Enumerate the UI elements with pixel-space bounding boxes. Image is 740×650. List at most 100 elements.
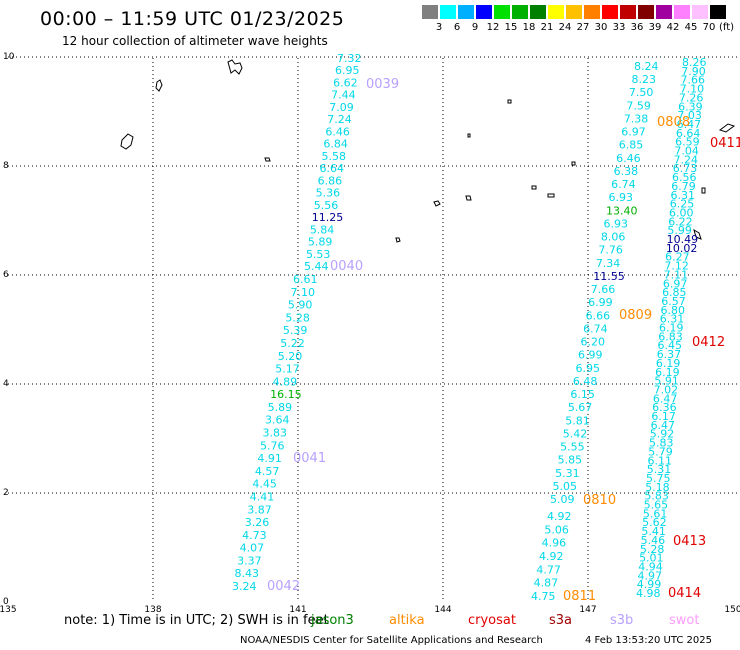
track-label: 0811 — [563, 589, 596, 604]
legend-swatch — [674, 5, 690, 19]
track-label: 0039 — [366, 77, 399, 92]
wave-value: 6.37 — [657, 348, 682, 361]
wave-value: 7.66 — [591, 283, 616, 296]
wave-value: 5.41 — [641, 525, 666, 538]
wave-value: 10.02 — [666, 242, 698, 255]
track-label: 0810 — [583, 493, 616, 508]
legend-label: 33 — [612, 22, 626, 33]
island-outline — [531, 185, 537, 190]
wave-value: 6.86 — [318, 174, 343, 187]
legend-label: 21 — [540, 22, 554, 33]
wave-value: 6.19 — [656, 357, 681, 370]
wave-value: 4.94 — [638, 560, 663, 573]
wave-value: 5.06 — [544, 523, 569, 536]
legend-swatch — [656, 5, 672, 19]
wave-value: 7.32 — [337, 52, 362, 65]
wave-value: 7.24 — [327, 113, 352, 126]
wave-value: 5.79 — [648, 445, 673, 458]
wave-value: 3.26 — [245, 516, 269, 529]
wave-value: 7.38 — [624, 112, 649, 125]
wave-value: 5.62 — [642, 516, 667, 529]
wave-value: 5.76 — [260, 439, 285, 452]
wave-value: 6.93 — [609, 191, 634, 204]
wave-value: 7.26 — [679, 91, 704, 104]
wave-value: 6.73 — [673, 162, 698, 175]
wave-value: 6.64 — [676, 127, 701, 140]
timestamp: 4 Feb 13:53:20 UTC 2025 — [585, 635, 712, 646]
legend-swatch — [494, 5, 510, 19]
wave-value: 4.87 — [534, 577, 559, 590]
legend-swatch — [512, 5, 528, 19]
wave-value: 5.85 — [558, 454, 583, 467]
wave-value: 4.41 — [250, 490, 275, 503]
legend-swatch — [440, 5, 456, 19]
wave-value: 6.83 — [658, 330, 683, 343]
wave-value: 11.55 — [593, 270, 625, 283]
wave-value: 5.28 — [285, 311, 310, 324]
track-label: 0411 — [710, 136, 740, 151]
x-tick-label: 144 — [434, 605, 451, 615]
wave-value: 7.34 — [596, 257, 621, 270]
legend-label: 12 — [486, 22, 500, 33]
track-label: 0809 — [619, 308, 652, 323]
mission-s3a: s3a — [549, 613, 573, 628]
wave-value: 7.02 — [654, 383, 679, 396]
wave-value: 6.84 — [323, 138, 348, 151]
wave-value: 5.83 — [644, 490, 669, 503]
wave-value: 5.53 — [306, 248, 331, 261]
wave-value: 3.64 — [265, 414, 290, 427]
x-tick-label: 135 — [0, 605, 17, 615]
wave-value: 6.48 — [573, 375, 598, 388]
wave-value: 5.55 — [560, 441, 585, 454]
wave-value: 3.87 — [247, 503, 272, 516]
legend-label: 18 — [522, 22, 536, 33]
island-outline — [547, 193, 555, 198]
wave-value: 5.56 — [314, 199, 339, 212]
wave-value: 6.20 — [581, 336, 606, 349]
wave-value: 6.00 — [669, 206, 694, 219]
wave-value: 4.89 — [273, 375, 298, 388]
wave-value: 7.66 — [680, 74, 705, 87]
x-tick-label: 147 — [579, 605, 596, 615]
wave-value: 6.11 — [648, 454, 673, 467]
wave-value: 5.92 — [650, 428, 675, 441]
wave-value: 8.24 — [634, 60, 659, 73]
wave-value: 8.26 — [682, 56, 707, 69]
island-outline — [701, 187, 706, 194]
wave-value: 16.15 — [270, 388, 302, 401]
legend-label: 6 — [453, 22, 461, 33]
wave-value: 4.07 — [240, 542, 265, 555]
island-outline — [433, 200, 441, 207]
legend-label: 42 — [666, 22, 680, 33]
wave-value: 4.77 — [536, 563, 561, 576]
wave-value: 6.17 — [651, 410, 676, 423]
legend-swatch — [602, 5, 618, 19]
island-outline — [718, 123, 736, 133]
chart-subtitle: 12 hour collection of altimeter wave hei… — [62, 34, 328, 48]
wave-value: 6.66 — [586, 309, 611, 322]
wave-value: 4.73 — [242, 529, 267, 542]
wave-value: 4.91 — [257, 452, 282, 465]
wave-value: 5.89 — [268, 401, 293, 414]
wave-value: 5.28 — [640, 543, 665, 556]
legend-label: 45 — [684, 22, 698, 33]
wave-value: 6.56 — [672, 171, 697, 184]
wave-value: 6.15 — [570, 388, 595, 401]
wave-value: 5.09 — [550, 493, 575, 506]
wave-value: 7.76 — [598, 244, 623, 257]
wave-value: 5.75 — [646, 472, 671, 485]
wave-value: 6.99 — [578, 349, 603, 362]
wave-value: 5.42 — [563, 427, 588, 440]
island-outline — [227, 59, 243, 75]
wave-value: 7.90 — [681, 65, 706, 78]
wave-value: 6.46 — [325, 125, 350, 138]
wave-value: 5.18 — [645, 481, 670, 494]
y-tick-label: 10 — [3, 52, 15, 62]
legend-label: 36 — [630, 22, 644, 33]
wave-value: 10.49 — [667, 233, 699, 246]
wave-value: 7.11 — [664, 268, 689, 281]
x-tick-label: 138 — [144, 605, 161, 615]
wave-value: 8.06 — [601, 231, 626, 244]
wave-value: 6.79 — [671, 180, 696, 193]
wave-value: 4.45 — [252, 478, 276, 491]
